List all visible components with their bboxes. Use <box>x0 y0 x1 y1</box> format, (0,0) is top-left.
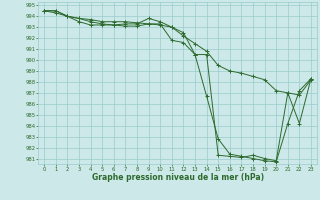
X-axis label: Graphe pression niveau de la mer (hPa): Graphe pression niveau de la mer (hPa) <box>92 173 264 182</box>
